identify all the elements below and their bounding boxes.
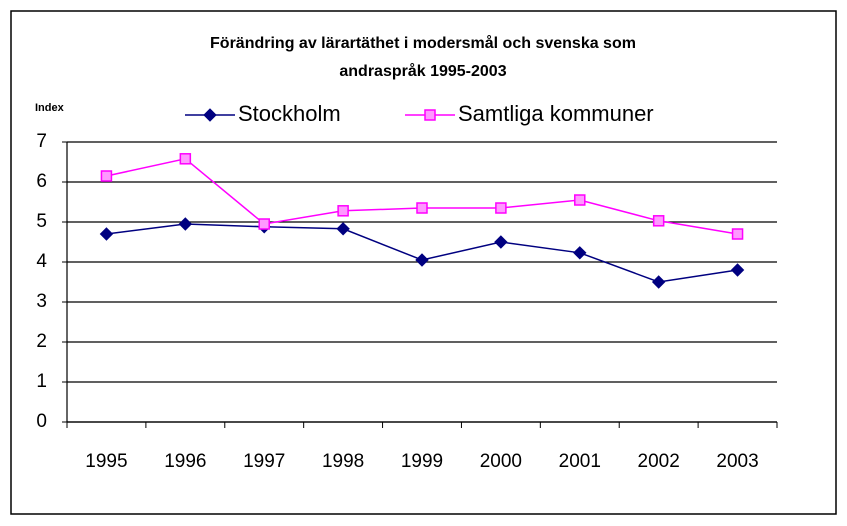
x-tick-label: 2000 [480,451,522,472]
y-tick-label: 6 [36,171,47,192]
data-point [731,228,744,240]
data-point [99,227,114,241]
legend-marker [203,108,217,122]
x-tick-label: 1999 [401,451,443,472]
data-point [574,194,586,206]
legend-label: Samtliga kommuner [458,101,654,126]
x-tick-label: 2003 [716,451,758,472]
data-point [495,202,507,214]
y-tick-label: 1 [36,371,47,392]
y-tick-label: 0 [36,411,47,432]
x-tick-label: 2001 [559,451,601,472]
x-tick-label: 1997 [243,451,285,472]
data-point [337,205,349,217]
data-point [336,222,350,236]
data-point [652,215,665,227]
legend-label: Stockholm [238,101,341,126]
y-tick-label: 2 [36,331,47,352]
y-tick-label: 4 [36,251,47,272]
data-point [179,153,192,165]
x-tick-label: 1996 [164,451,206,472]
data-point [573,246,587,260]
data-point [730,263,745,277]
data-point [651,275,666,289]
chart-title: andraspråk 1995-2003 [339,62,506,80]
data-point [415,253,429,267]
data-point [494,235,508,249]
data-point [178,217,193,231]
y-tick-label: 5 [36,211,47,232]
legend-marker [424,109,436,121]
chart-title: Förändring av lärartäthet i modersmål oc… [210,34,636,52]
y-tick-label: 7 [36,131,47,152]
x-tick-label: 1998 [322,451,364,472]
y-tick-label: 3 [36,291,47,312]
data-point [258,218,270,230]
data-point [100,170,113,182]
data-point [416,202,428,214]
x-tick-label: 1995 [85,451,127,472]
x-tick-label: 2002 [638,451,680,472]
y-axis-label: Index [35,102,65,114]
